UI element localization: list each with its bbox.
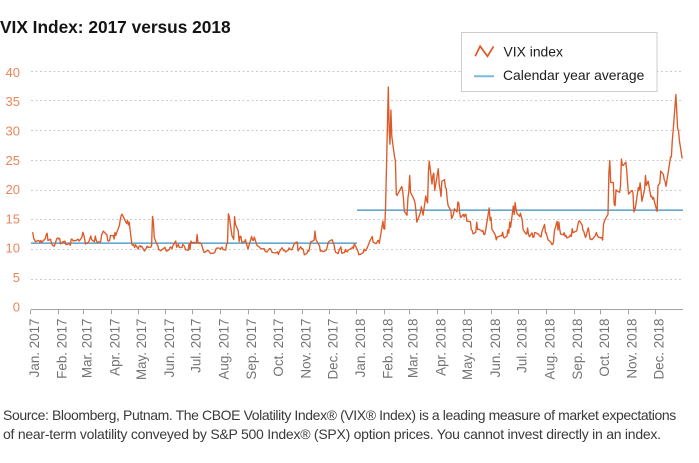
svg-text:Jun. 2018: Jun. 2018	[488, 319, 503, 378]
svg-text:Nov. 2018: Nov. 2018	[625, 319, 640, 379]
svg-text:Sep. 2017: Sep. 2017	[244, 319, 259, 380]
svg-text:Dec. 2017: Dec. 2017	[325, 319, 340, 380]
svg-text:Mar. 2017: Mar. 2017	[80, 319, 95, 379]
svg-text:Dec. 2018: Dec. 2018	[651, 319, 666, 380]
svg-text:Sep. 2018: Sep. 2018	[570, 319, 585, 380]
svg-text:VIX index: VIX index	[504, 44, 564, 60]
svg-text:Jan. 2017: Jan. 2017	[27, 319, 42, 378]
svg-text:Apr. 2018: Apr. 2018	[433, 319, 448, 376]
svg-text:Jul. 2018: Jul. 2018	[515, 319, 530, 373]
svg-text:10: 10	[6, 241, 20, 256]
svg-text:May. 2018: May. 2018	[460, 319, 475, 381]
svg-text:Mar. 2018: Mar. 2018	[406, 319, 421, 379]
svg-text:Oct. 2017: Oct. 2017	[271, 319, 286, 377]
svg-text:Apr. 2017: Apr. 2017	[107, 319, 122, 376]
svg-text:5: 5	[13, 270, 20, 285]
svg-text:Nov. 2017: Nov. 2017	[299, 319, 314, 379]
svg-text:Aug. 2018: Aug. 2018	[542, 319, 557, 380]
svg-text:Jun. 2017: Jun. 2017	[162, 319, 177, 378]
svg-text:20: 20	[6, 182, 20, 197]
svg-text:Calendar year average: Calendar year average	[503, 67, 645, 83]
svg-text:Feb. 2017: Feb. 2017	[55, 319, 70, 379]
svg-text:15: 15	[6, 211, 20, 226]
svg-text:Aug. 2017: Aug. 2017	[216, 319, 231, 380]
svg-text:Feb. 2018: Feb. 2018	[381, 319, 396, 379]
svg-text:Oct. 2018: Oct. 2018	[597, 319, 612, 377]
svg-text:May. 2017: May. 2017	[134, 319, 149, 381]
svg-text:30: 30	[6, 124, 20, 139]
svg-text:Jan. 2018: Jan. 2018	[353, 319, 368, 378]
svg-text:0: 0	[13, 299, 20, 314]
svg-text:35: 35	[6, 94, 20, 109]
svg-text:25: 25	[6, 153, 20, 168]
svg-text:Jul. 2017: Jul. 2017	[189, 319, 204, 373]
svg-text:40: 40	[6, 65, 20, 80]
